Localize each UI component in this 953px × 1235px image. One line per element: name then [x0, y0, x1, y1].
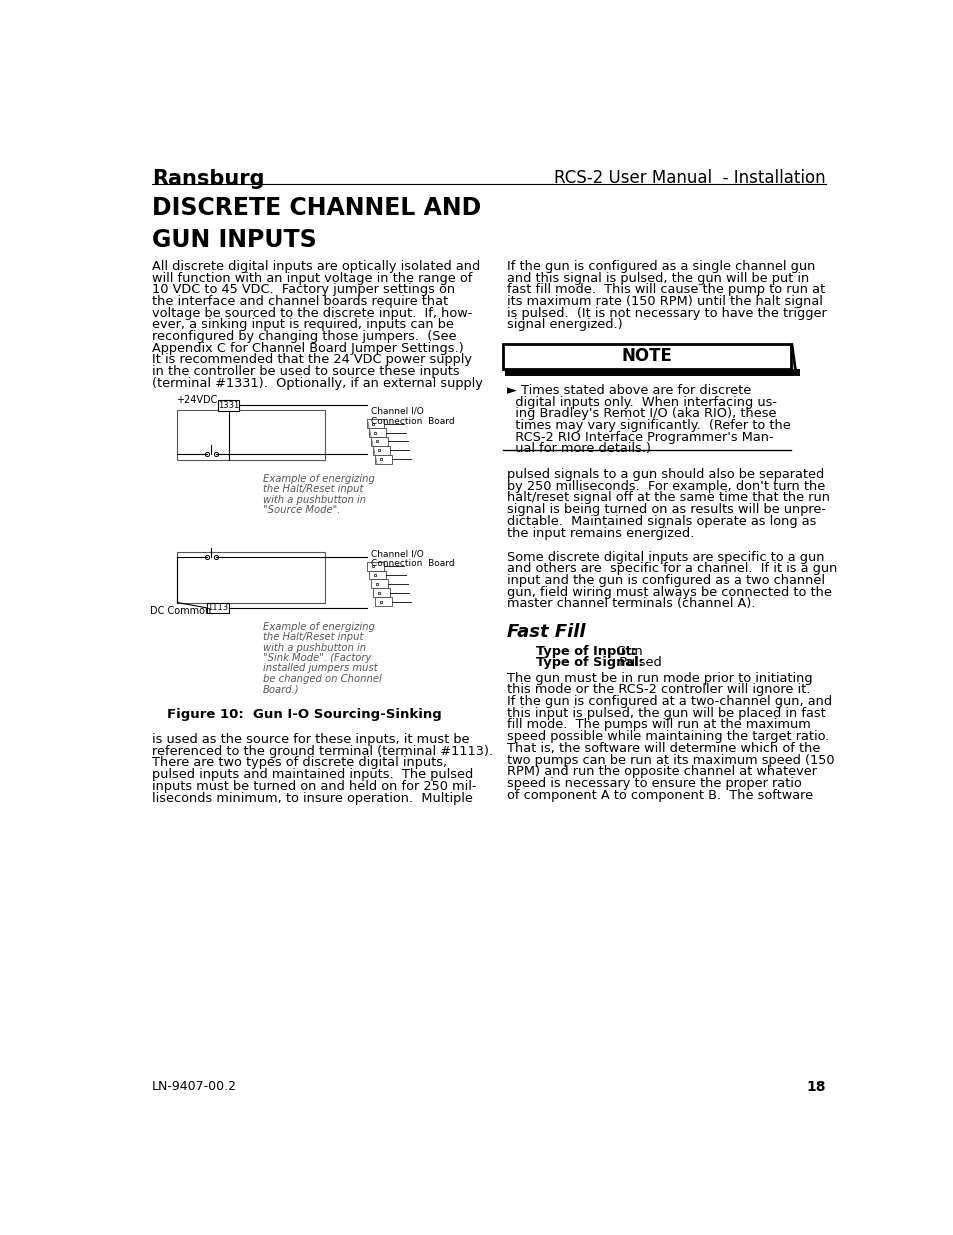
Text: speed is necessary to ensure the proper ratio: speed is necessary to ensure the proper … — [506, 777, 801, 790]
Bar — [177, 552, 324, 603]
Text: ual for more details.): ual for more details.) — [506, 442, 650, 456]
Text: the interface and channel boards require that: the interface and channel boards require… — [152, 295, 448, 308]
Text: LN-9407-00.2: LN-9407-00.2 — [152, 1079, 236, 1093]
Text: and this signal is pulsed, the gun will be put in: and this signal is pulsed, the gun will … — [506, 272, 808, 284]
Bar — [373, 588, 390, 597]
Bar — [369, 571, 386, 579]
Text: Type of Signal:: Type of Signal: — [536, 656, 643, 669]
Text: liseconds minimum, to insure operation.  Multiple: liseconds minimum, to insure operation. … — [152, 792, 472, 804]
Text: this mode or the RCS-2 controller will ignore it.: this mode or the RCS-2 controller will i… — [506, 683, 809, 697]
Text: master channel terminals (channel A).: master channel terminals (channel A). — [506, 598, 755, 610]
Text: of component A to component B.  The software: of component A to component B. The softw… — [506, 789, 812, 802]
Text: Channel I/O: Channel I/O — [371, 406, 423, 416]
Text: Figure 10:  Gun I-O Sourcing-Sinking: Figure 10: Gun I-O Sourcing-Sinking — [167, 709, 441, 721]
Bar — [207, 603, 229, 614]
Text: NOTE: NOTE — [621, 347, 672, 366]
Text: "Sink Mode". (Factory: "Sink Mode". (Factory — [262, 653, 371, 663]
Text: signal energized.): signal energized.) — [506, 319, 622, 331]
Text: two pumps can be run at its maximum speed (150: two pumps can be run at its maximum spee… — [506, 753, 834, 767]
Text: Connection  Board: Connection Board — [371, 417, 455, 426]
Text: "Source Mode".: "Source Mode". — [262, 505, 339, 515]
Bar — [375, 454, 392, 463]
Text: and others are  specific for a channel.  If it is a gun: and others are specific for a channel. I… — [506, 562, 836, 576]
Text: Fast Fill: Fast Fill — [506, 622, 584, 641]
Text: +24VDC: +24VDC — [175, 395, 217, 405]
Text: be changed on Chonnel: be changed on Chonnel — [262, 674, 381, 684]
Text: referenced to the ground terminal (terminal #1113).: referenced to the ground terminal (termi… — [152, 745, 493, 758]
Text: the Halt/Reset input: the Halt/Reset input — [262, 632, 363, 642]
Text: with a pushbutton in: with a pushbutton in — [262, 642, 365, 652]
Text: 10 VDC to 45 VDC.  Factory jumper settings on: 10 VDC to 45 VDC. Factory jumper setting… — [152, 283, 455, 296]
Text: That is, the software will determine which of the: That is, the software will determine whi… — [506, 742, 820, 755]
Text: Type of Input:: Type of Input: — [536, 645, 637, 657]
Text: ing Bradley's Remot I/O (aka RIO), these: ing Bradley's Remot I/O (aka RIO), these — [506, 408, 776, 420]
Text: gun, field wiring must always be connected to the: gun, field wiring must always be connect… — [506, 585, 831, 599]
Text: RPM) and run the opposite channel at whatever: RPM) and run the opposite channel at wha… — [506, 766, 816, 778]
Text: pulsed inputs and maintained inputs.  The pulsed: pulsed inputs and maintained inputs. The… — [152, 768, 473, 781]
Text: the Halt/Reset input: the Halt/Reset input — [262, 484, 363, 494]
Text: voltage be sourced to the discrete input.  If, how-: voltage be sourced to the discrete input… — [152, 306, 472, 320]
Bar — [177, 410, 324, 461]
Text: Ransburg: Ransburg — [152, 169, 264, 189]
Text: inputs must be turned on and held on for 250 mil-: inputs must be turned on and held on for… — [152, 779, 476, 793]
Text: 18: 18 — [805, 1079, 825, 1094]
Text: with a pushbutton in: with a pushbutton in — [262, 495, 365, 505]
Text: 1113: 1113 — [207, 604, 228, 613]
Bar — [367, 562, 384, 571]
Text: will function with an input voltage in the range of: will function with an input voltage in t… — [152, 272, 472, 284]
Text: times may vary significantly.  (Refer to the: times may vary significantly. (Refer to … — [506, 419, 790, 432]
Text: DC Common: DC Common — [150, 606, 212, 616]
Text: Appendix C for Channel Board Jumper Settings.): Appendix C for Channel Board Jumper Sett… — [152, 342, 463, 354]
Text: RCS-2 RIO Interface Programmer's Man-: RCS-2 RIO Interface Programmer's Man- — [506, 431, 773, 443]
Text: digital inputs only.  When interfacing us-: digital inputs only. When interfacing us… — [506, 395, 776, 409]
Text: this input is pulsed, the gun will be placed in fast: this input is pulsed, the gun will be pl… — [506, 706, 824, 720]
Text: Channel I/O: Channel I/O — [371, 550, 423, 558]
Text: It is recommended that the 24 VDC power supply: It is recommended that the 24 VDC power … — [152, 353, 472, 367]
Text: 1331: 1331 — [217, 401, 239, 410]
Text: The gun must be in run mode prior to initiating: The gun must be in run mode prior to ini… — [506, 672, 812, 684]
Text: If the gun is configured as a single channel gun: If the gun is configured as a single cha… — [506, 259, 814, 273]
Text: If the gun is configured at a two-channel gun, and: If the gun is configured at a two-channe… — [506, 695, 831, 708]
Text: halt/reset signal off at the same time that the run: halt/reset signal off at the same time t… — [506, 492, 829, 504]
Text: reconfigured by changing those jumpers.  (See: reconfigured by changing those jumpers. … — [152, 330, 456, 343]
Bar — [367, 419, 384, 429]
Text: All discrete digital inputs are optically isolated and: All discrete digital inputs are opticall… — [152, 259, 479, 273]
Text: ► Times stated above are for discrete: ► Times stated above are for discrete — [506, 384, 750, 396]
Text: Pulsed: Pulsed — [611, 656, 661, 669]
Text: fill mode.  The pumps will run at the maximum: fill mode. The pumps will run at the max… — [506, 719, 810, 731]
Text: RCS-2 User Manual  - Installation: RCS-2 User Manual - Installation — [554, 169, 825, 186]
Bar — [371, 579, 388, 588]
Text: ever, a sinking input is required, inputs can be: ever, a sinking input is required, input… — [152, 319, 454, 331]
Text: dictable.  Maintained signals operate as long as: dictable. Maintained signals operate as … — [506, 515, 815, 527]
Text: by 250 milliseconds.  For example, don't turn the: by 250 milliseconds. For example, don't … — [506, 479, 824, 493]
Text: Board.): Board.) — [262, 684, 299, 694]
Text: Gun: Gun — [608, 645, 642, 657]
Text: in the controller be used to source these inputs: in the controller be used to source thes… — [152, 366, 459, 378]
Text: pulsed signals to a gun should also be separated: pulsed signals to a gun should also be s… — [506, 468, 823, 482]
Text: input and the gun is configured as a two channel: input and the gun is configured as a two… — [506, 574, 824, 587]
Text: installed jumpers must: installed jumpers must — [262, 663, 376, 673]
Text: fast fill mode.  This will cause the pump to run at: fast fill mode. This will cause the pump… — [506, 283, 824, 296]
Text: Some discrete digital inputs are specific to a gun: Some discrete digital inputs are specifi… — [506, 551, 823, 563]
Text: is pulsed.  (It is not necessary to have the trigger: is pulsed. (It is not necessary to have … — [506, 306, 825, 320]
Text: the input remains energized.: the input remains energized. — [506, 526, 693, 540]
Text: its maximum rate (150 RPM) until the halt signal: its maximum rate (150 RPM) until the hal… — [506, 295, 821, 308]
Text: DISCRETE CHANNEL AND: DISCRETE CHANNEL AND — [152, 196, 480, 220]
Bar — [369, 429, 386, 437]
Text: Connection  Board: Connection Board — [371, 559, 455, 568]
Bar — [502, 343, 790, 368]
Text: speed possible while maintaining the target ratio.: speed possible while maintaining the tar… — [506, 730, 828, 743]
Text: is used as the source for these inputs, it must be: is used as the source for these inputs, … — [152, 734, 469, 746]
Text: (terminal #1331).  Optionally, if an external supply: (terminal #1331). Optionally, if an exte… — [152, 377, 482, 390]
Bar — [371, 437, 388, 446]
Text: There are two types of discrete digital inputs,: There are two types of discrete digital … — [152, 756, 446, 769]
Text: signal is being turned on as results will be unpre-: signal is being turned on as results wil… — [506, 503, 825, 516]
Bar — [375, 597, 392, 606]
Text: Example of energizing: Example of energizing — [262, 474, 375, 484]
Bar — [373, 446, 390, 454]
Text: GUN INPUTS: GUN INPUTS — [152, 227, 316, 252]
Bar — [217, 400, 239, 411]
Text: Example of energizing: Example of energizing — [262, 621, 375, 632]
